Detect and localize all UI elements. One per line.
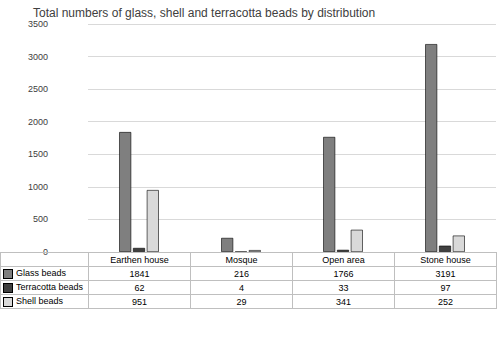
html-text:62: 62 bbox=[134, 282, 145, 293]
svg-text:3000: 3000 bbox=[28, 52, 48, 62]
html-text:Earthen house: Earthen house bbox=[110, 254, 169, 265]
html-text:252: 252 bbox=[438, 296, 453, 307]
html-text:Terracotta beads: Terracotta beads bbox=[16, 282, 83, 293]
svg-text:1500: 1500 bbox=[28, 149, 48, 159]
svg-text:Total numbers of glass, shell: Total numbers of glass, shell and terrac… bbox=[33, 6, 375, 20]
html-text:1766: 1766 bbox=[333, 268, 354, 279]
html-text:Stone house: Stone house bbox=[420, 254, 471, 265]
html-text:Shell beads: Shell beads bbox=[16, 296, 63, 307]
svg-text:1000: 1000 bbox=[28, 182, 48, 192]
html-text:216: 216 bbox=[234, 268, 249, 279]
html-text:951: 951 bbox=[132, 296, 147, 307]
html-text:Open area: Open area bbox=[322, 254, 365, 265]
html-text:Glass beads: Glass beads bbox=[16, 268, 66, 279]
html-text:33: 33 bbox=[338, 282, 349, 293]
html-text:Mosque: Mosque bbox=[225, 254, 258, 265]
html-text:341: 341 bbox=[336, 296, 351, 307]
html-text:1841: 1841 bbox=[129, 268, 150, 279]
svg-text:500: 500 bbox=[33, 214, 48, 224]
html-text:4: 4 bbox=[239, 282, 244, 293]
html-text:3191: 3191 bbox=[435, 268, 456, 279]
svg-text:2500: 2500 bbox=[28, 84, 48, 94]
svg-text:3500: 3500 bbox=[28, 19, 48, 29]
svg-text:0: 0 bbox=[43, 247, 48, 257]
html-text:29: 29 bbox=[236, 296, 247, 307]
html-text:97: 97 bbox=[440, 282, 451, 293]
svg-text:2000: 2000 bbox=[28, 117, 48, 127]
